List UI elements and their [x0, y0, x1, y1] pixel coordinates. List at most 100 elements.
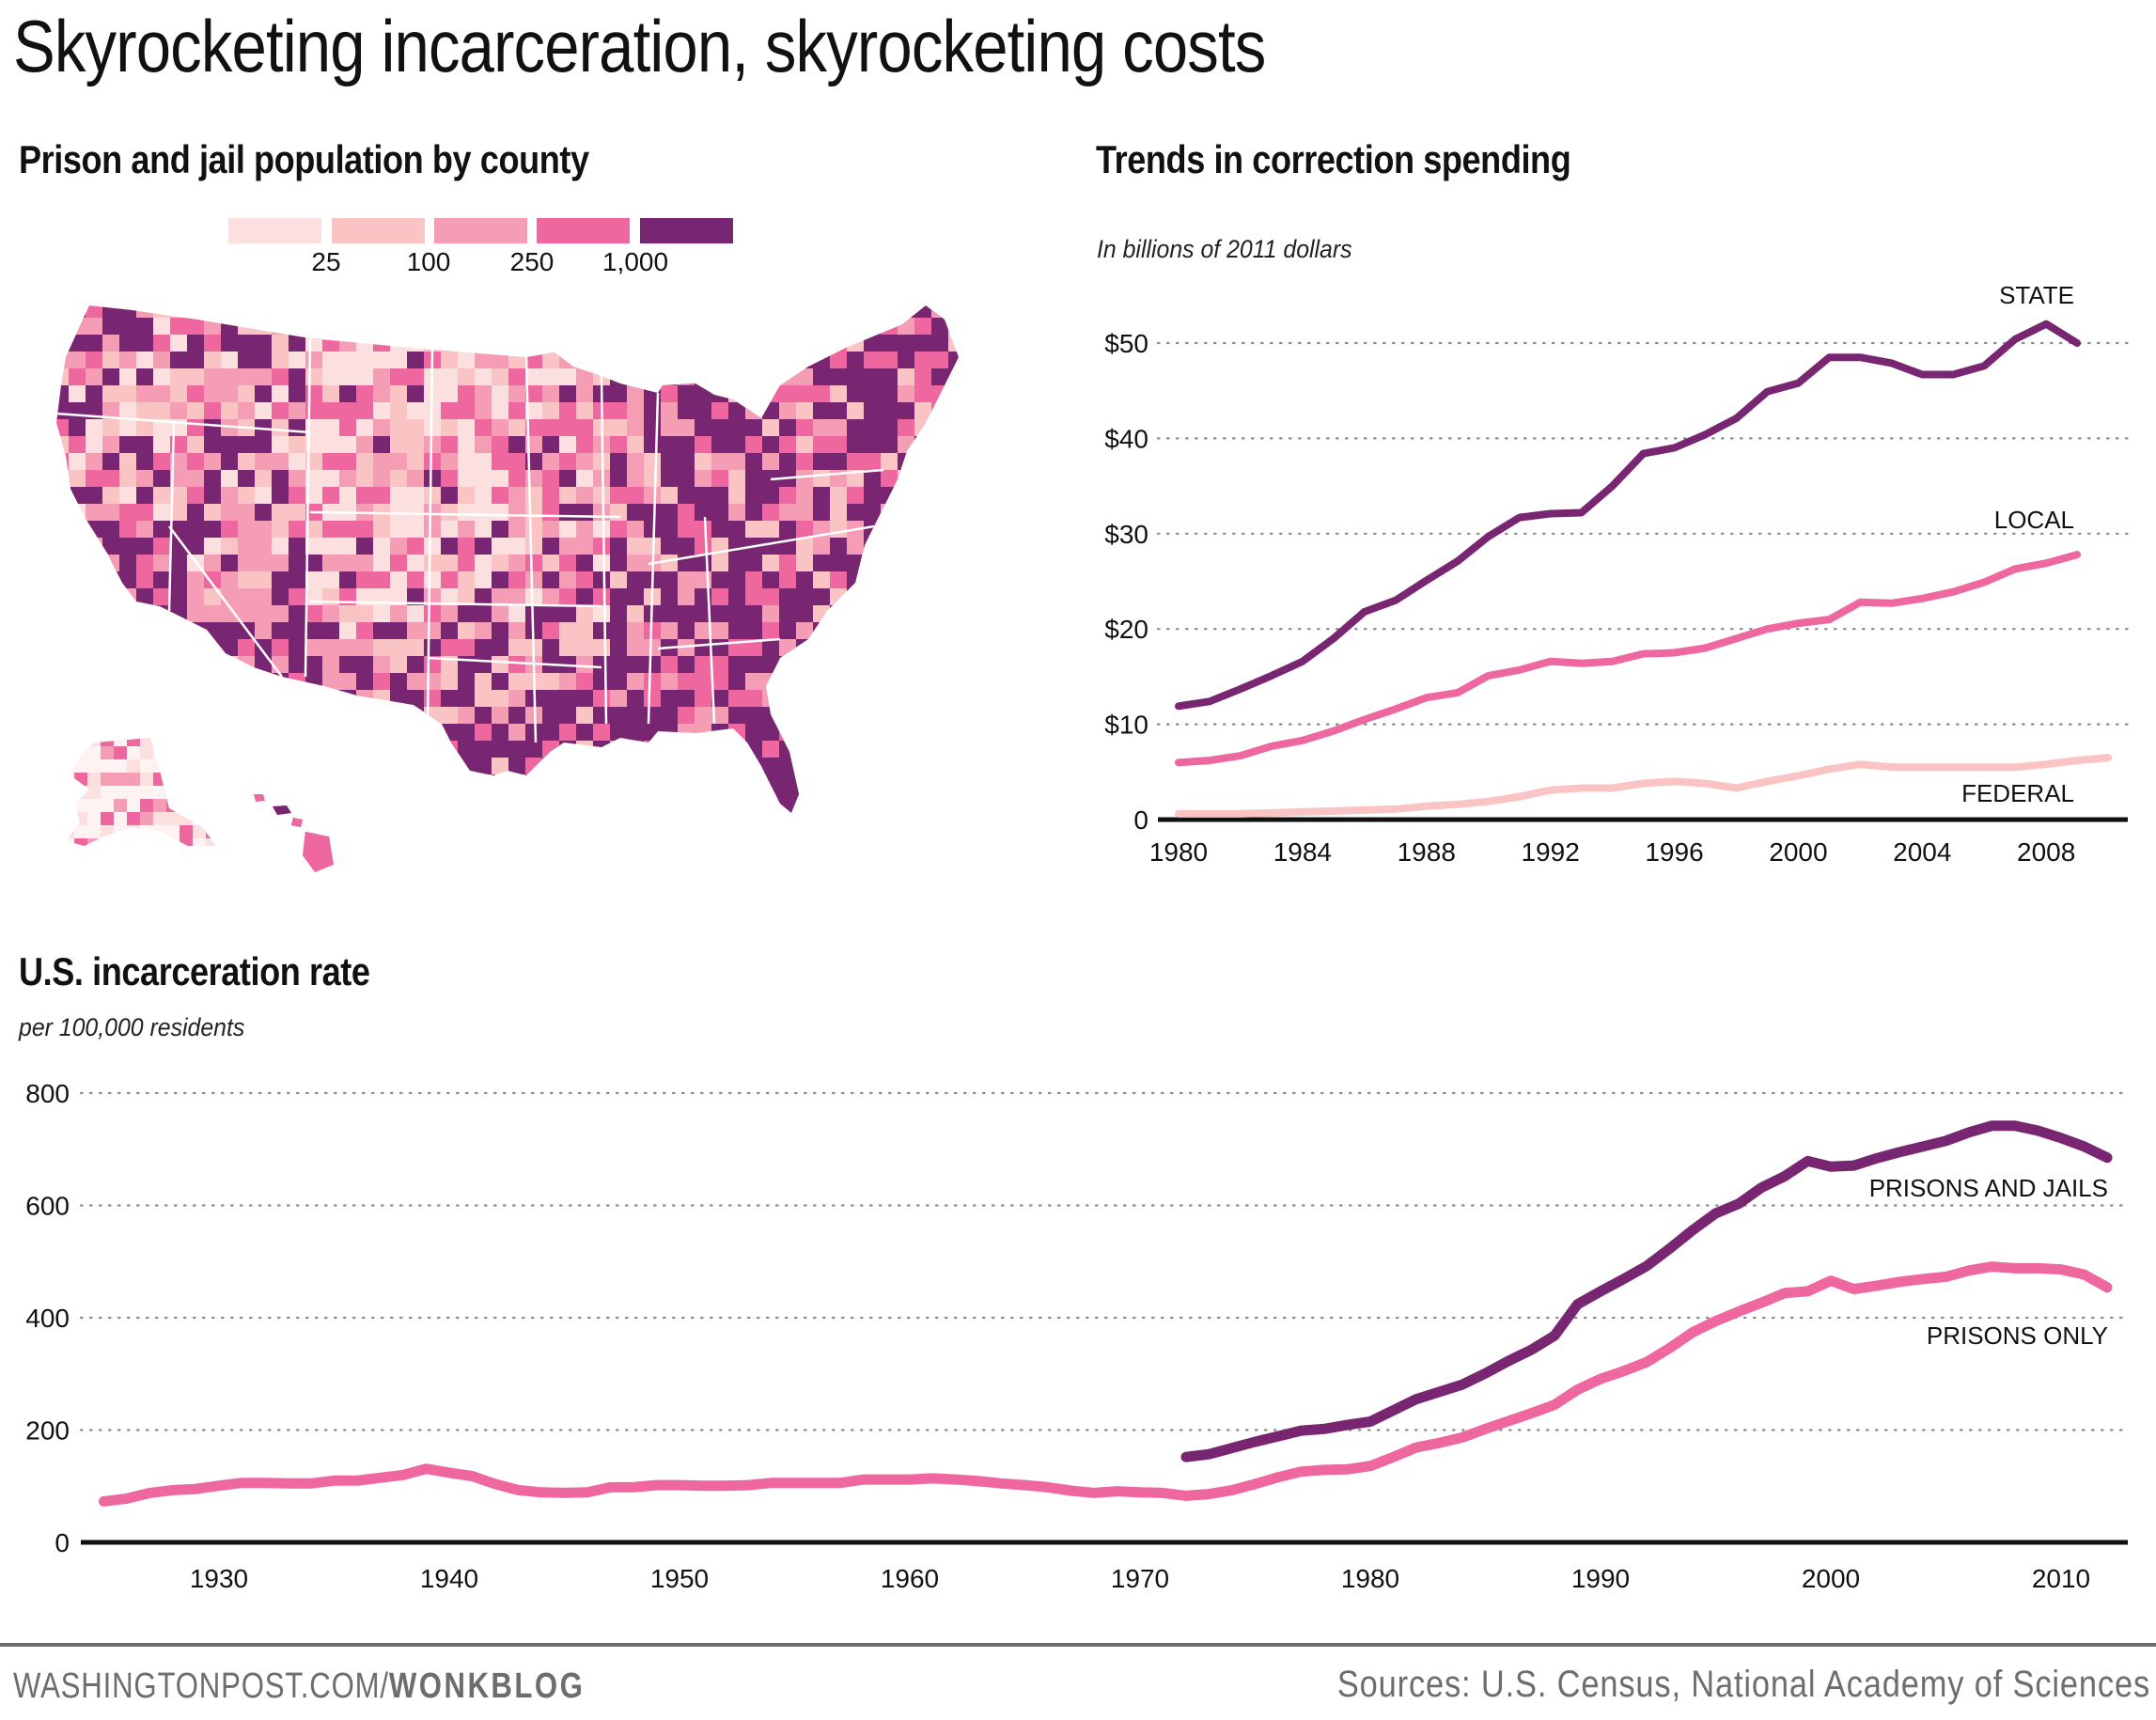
- county-cell: [728, 352, 745, 368]
- county-cell: [745, 791, 762, 808]
- county-cell: [914, 758, 948, 774]
- county-cell: [119, 571, 136, 588]
- county-cell: [745, 504, 762, 521]
- county-cell: [238, 758, 255, 774]
- county-cell: [914, 571, 931, 588]
- county-cell: [711, 368, 728, 385]
- county-cell: [289, 368, 305, 385]
- county-cell: [931, 724, 948, 741]
- county-cell: [813, 741, 830, 758]
- county-cell: [136, 690, 170, 707]
- county-cell: [322, 318, 356, 335]
- county-cell: [610, 470, 627, 487]
- county-cell: [576, 656, 593, 673]
- county-cell: [728, 741, 745, 758]
- county-cell: [695, 305, 711, 318]
- county-cell: [695, 318, 711, 335]
- county-cell: [661, 571, 678, 588]
- county-cell: [407, 673, 424, 690]
- county-cell: [166, 759, 180, 773]
- county-cell: [221, 318, 238, 335]
- county-cell: [69, 419, 86, 436]
- county-cell: [627, 335, 644, 352]
- footer-divider: [0, 1643, 2156, 1647]
- county-cell: [661, 791, 678, 808]
- county-cell: [424, 774, 441, 791]
- county-cell: [373, 690, 390, 707]
- county-cell: [305, 385, 322, 402]
- county-cell: [56, 673, 69, 690]
- county-cell: [153, 812, 166, 825]
- county-cell: [813, 335, 847, 352]
- county-cell: [119, 622, 153, 639]
- county-cell: [180, 759, 193, 773]
- county-cell: [593, 538, 610, 555]
- county-cell: [644, 791, 678, 808]
- county-cell: [864, 707, 898, 724]
- county-cell: [322, 335, 339, 352]
- county-cell: [948, 470, 959, 487]
- county-cell: [86, 470, 102, 487]
- county-cell: [965, 774, 987, 791]
- county-cell: [204, 656, 221, 673]
- county-cell: [931, 791, 948, 808]
- county-cell: [204, 808, 238, 813]
- county-cell: [187, 690, 204, 707]
- county-cell: [390, 639, 407, 656]
- county-cell: [289, 504, 305, 521]
- county-cell: [153, 838, 166, 846]
- county-cell: [813, 419, 830, 436]
- county-cell: [339, 774, 356, 791]
- county-cell: [847, 305, 864, 318]
- county-cell: [779, 656, 813, 673]
- county-cell: [914, 605, 948, 622]
- county-cell: [610, 521, 627, 538]
- county-cell: [102, 385, 119, 402]
- county-cell: [56, 436, 69, 453]
- county-cell: [66, 799, 74, 812]
- county-cell: [745, 741, 762, 758]
- county-cell: [102, 656, 136, 673]
- county-cell: [206, 759, 216, 773]
- county-map: [56, 305, 987, 872]
- county-cell: [66, 773, 74, 786]
- county-cell: [847, 504, 864, 521]
- legend-label-250: 250: [509, 247, 555, 276]
- county-cell: [458, 335, 492, 352]
- y-tick-label: $40: [1104, 424, 1148, 453]
- county-cell: [881, 504, 914, 521]
- county-cell: [576, 470, 593, 487]
- county-cell: [610, 774, 627, 791]
- county-cell: [644, 707, 661, 724]
- county-cell: [847, 453, 864, 470]
- county-cell: [593, 571, 610, 588]
- county-cell: [373, 521, 390, 538]
- county-cell: [931, 707, 948, 724]
- county-cell: [542, 758, 576, 774]
- county-cell: [847, 724, 864, 741]
- county-cell: [762, 622, 779, 639]
- county-cell: [627, 656, 644, 673]
- county-cell: [339, 335, 356, 352]
- county-cell: [610, 402, 627, 419]
- county-cell: [56, 538, 86, 555]
- county-cell: [881, 724, 914, 741]
- county-cell: [559, 673, 576, 690]
- county-cell: [678, 774, 695, 791]
- county-cell: [931, 487, 948, 504]
- county-cell: [407, 605, 424, 622]
- county-cell: [492, 487, 508, 504]
- county-cell: [796, 305, 813, 318]
- county-cell: [255, 571, 272, 588]
- footer-credit[interactable]: WASHINGTONPOST.COM/WONKBLOG: [13, 1666, 585, 1707]
- county-cell: [238, 402, 255, 419]
- county-cell: [238, 707, 255, 724]
- county-cell: [56, 656, 69, 673]
- county-cell: [136, 707, 153, 724]
- county-cell: [101, 786, 114, 799]
- county-cell: [644, 453, 661, 470]
- county-cell: [74, 746, 87, 759]
- county-cell: [390, 318, 407, 335]
- county-cell: [644, 758, 661, 774]
- county-cell: [56, 588, 69, 605]
